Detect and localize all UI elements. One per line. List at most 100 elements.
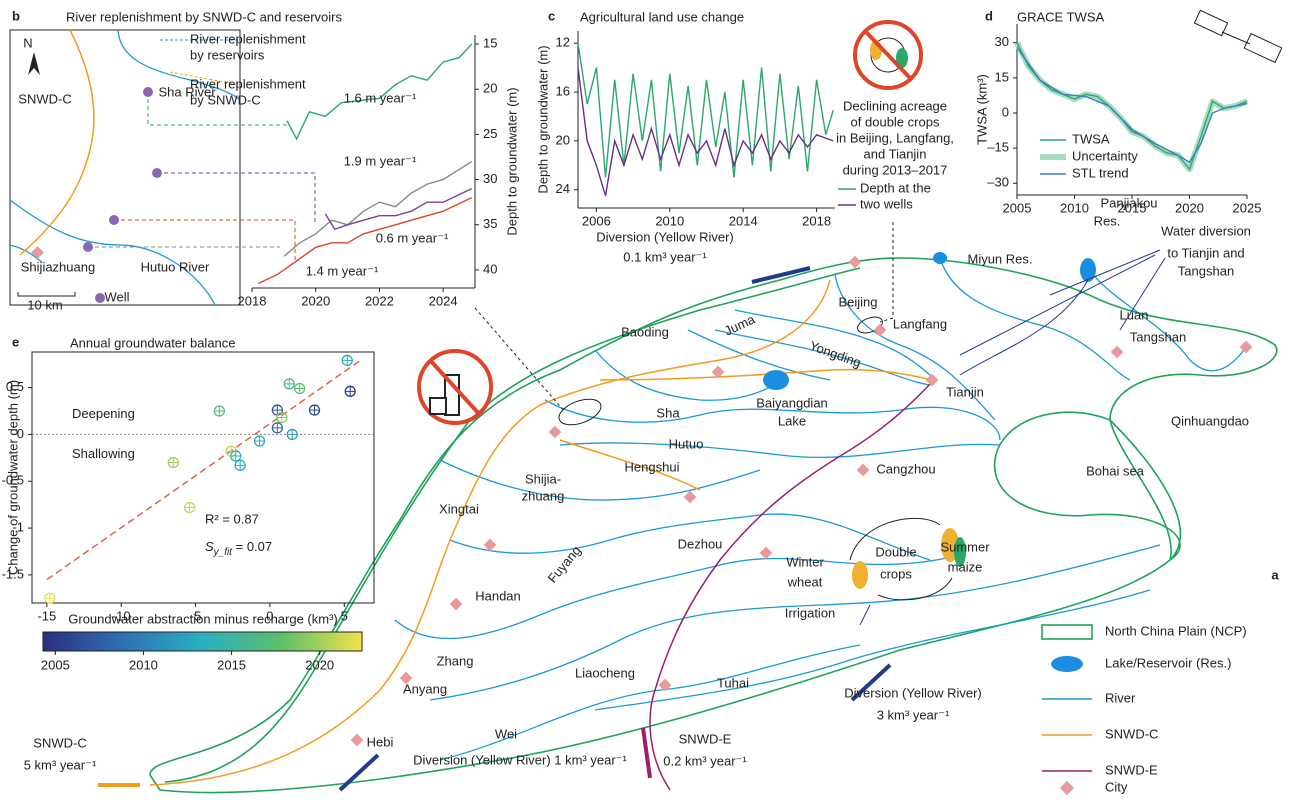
rate-label: 0.6 m year⁻¹ bbox=[376, 230, 449, 245]
y-tick-label: 0 bbox=[1002, 104, 1009, 119]
y-tick-label: 15 bbox=[995, 69, 1009, 84]
y-axis-label: TWSA (km³) bbox=[974, 74, 989, 145]
fit-line bbox=[47, 361, 359, 579]
river-label: Luan bbox=[1120, 307, 1149, 322]
panel-label: c bbox=[548, 8, 555, 23]
city-marker bbox=[1240, 341, 1253, 354]
snwd-e-label: SNWD-E bbox=[679, 731, 732, 746]
inset-label: N bbox=[23, 35, 32, 50]
flow-label: Diversion (Yellow River) bbox=[844, 685, 982, 700]
page: North China Plain groundwater figure htm… bbox=[0, 0, 1298, 800]
series-line bbox=[578, 43, 833, 177]
legend-swatch bbox=[1042, 625, 1092, 639]
inset-note: by reservoirs bbox=[190, 47, 265, 62]
legend-label: City bbox=[1105, 779, 1128, 794]
y-tick-label: 25 bbox=[483, 126, 497, 141]
no-pump-icon bbox=[419, 351, 491, 423]
snwd-c-label: 5 km³ year⁻¹ bbox=[24, 757, 97, 772]
river-label: Lake bbox=[778, 413, 806, 428]
map-shape bbox=[18, 292, 75, 296]
flow-label: Diversion (Yellow River) bbox=[596, 229, 734, 244]
colorbar bbox=[43, 632, 362, 651]
map-shape bbox=[31, 246, 44, 259]
x-tick-label: 2010 bbox=[655, 213, 684, 228]
city-marker bbox=[1111, 346, 1124, 359]
crop-label: wheat bbox=[787, 574, 823, 589]
map-shape bbox=[715, 330, 930, 385]
city-label: Dezhou bbox=[678, 536, 723, 551]
x-tick-label: 2015 bbox=[1118, 200, 1147, 215]
plot-frame bbox=[32, 352, 374, 603]
flow-label: Tangshan bbox=[1178, 263, 1234, 278]
y-tick-label: 20 bbox=[483, 81, 497, 96]
river-label: Miyun Res. bbox=[967, 251, 1032, 266]
y-tick-label: 30 bbox=[483, 171, 497, 186]
map-shape bbox=[340, 755, 378, 790]
map-shape bbox=[1050, 250, 1160, 295]
city-label: Baoding bbox=[621, 324, 669, 339]
panel-label: d bbox=[985, 8, 993, 23]
legend-label: North China Plain (NCP) bbox=[1105, 623, 1247, 638]
bohai-sea bbox=[995, 412, 1181, 560]
x-tick-label: 2025 bbox=[1233, 200, 1262, 215]
y-axis-label: Depth to groundwater (m) bbox=[535, 45, 550, 193]
flow-label: Water diversion bbox=[1161, 223, 1251, 238]
x-tick-label: 2020 bbox=[1175, 200, 1204, 215]
city-label: Langfang bbox=[893, 316, 947, 331]
note: during 2013–2017 bbox=[843, 162, 948, 177]
rate-label: 1.4 m year⁻¹ bbox=[306, 263, 379, 278]
city-label: Qinhuangdao bbox=[1171, 413, 1249, 428]
city-label: Hengshui bbox=[625, 459, 680, 474]
annotation: Sy_fit = 0.07 bbox=[205, 539, 272, 557]
zone-label: Shallowing bbox=[72, 446, 135, 461]
map-shape bbox=[143, 87, 153, 97]
city-marker bbox=[549, 426, 562, 439]
inset-label: SNWD-C bbox=[18, 91, 71, 106]
colorbar-label: 2020 bbox=[305, 657, 334, 672]
city-label: Beijing bbox=[838, 294, 877, 309]
chart-title: Annual groundwater balance bbox=[70, 335, 236, 350]
y-axis-label: Depth to groundwater (m) bbox=[504, 87, 519, 235]
y-axis-label: Change of groundwater depth (m) bbox=[5, 380, 20, 575]
annotation-part: = 0.07 bbox=[232, 539, 272, 554]
river-label: Tuhai bbox=[717, 675, 749, 690]
zone-label: Deepening bbox=[72, 406, 135, 421]
river-label: Res. bbox=[1094, 213, 1121, 228]
legend-swatch bbox=[1060, 781, 1074, 795]
ncp-inner bbox=[165, 268, 860, 782]
city-label: zhuang bbox=[522, 488, 565, 503]
leader bbox=[880, 222, 893, 322]
crop-label: Winter bbox=[786, 554, 824, 569]
note: and Tianjin bbox=[864, 146, 927, 161]
y-tick-label: –30 bbox=[987, 175, 1009, 190]
diversion-arrows bbox=[340, 268, 890, 790]
legend-label: SNWD-E bbox=[1105, 762, 1158, 777]
legend-label: Lake/Reservoir (Res.) bbox=[1105, 655, 1231, 670]
chart-title: Agricultural land use change bbox=[580, 9, 744, 24]
north-arrow bbox=[28, 52, 40, 75]
map-shape bbox=[852, 561, 868, 589]
map-geometry bbox=[98, 10, 1282, 792]
note: in Beijing, Langfang, bbox=[836, 130, 954, 145]
map-shape bbox=[1222, 32, 1250, 44]
legend-label: SNWD-C bbox=[1105, 726, 1158, 741]
flow-label: 3 km³ year⁻¹ bbox=[877, 707, 950, 722]
crop-label: crops bbox=[880, 566, 912, 581]
y-tick-label: 40 bbox=[483, 261, 497, 276]
crop-label: Summer bbox=[940, 539, 990, 554]
chart-title: River replenishment by SNWD-C and reserv… bbox=[66, 9, 342, 24]
rivers bbox=[395, 258, 1246, 760]
river-label: Sha bbox=[656, 405, 680, 420]
map-shape bbox=[1244, 34, 1282, 63]
river-label: Bohai sea bbox=[1086, 463, 1145, 478]
crop-label: maize bbox=[948, 559, 983, 574]
river-label: Irrigation bbox=[785, 605, 836, 620]
inset-label: Hutuo River bbox=[141, 259, 210, 274]
x-tick-label: 2010 bbox=[1060, 200, 1089, 215]
flow-label: Diversion (Yellow River) 1 km³ year⁻¹ bbox=[413, 752, 627, 767]
snwd-e-arrow bbox=[643, 728, 650, 778]
y-tick-label: 12 bbox=[556, 35, 570, 50]
city-label: Hebi bbox=[367, 734, 394, 749]
river-label: Baiyangdian bbox=[756, 395, 828, 410]
city-marker bbox=[857, 464, 870, 477]
